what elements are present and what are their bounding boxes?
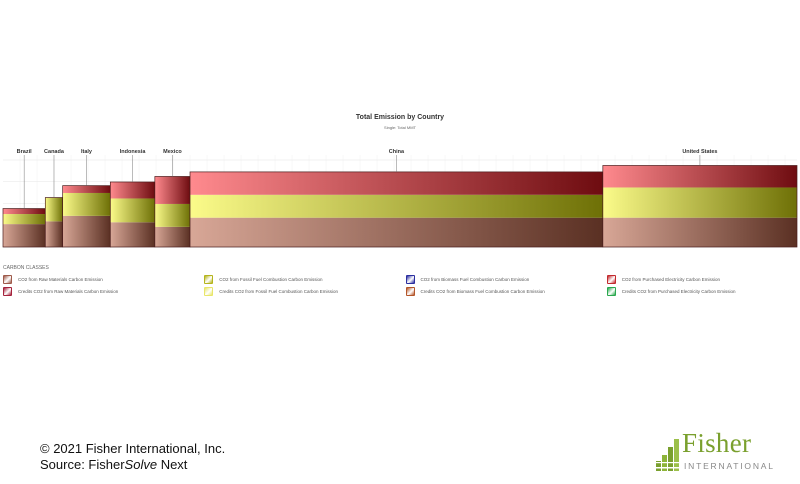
fisher-logo: Fisher INTERNATIONAL bbox=[654, 428, 773, 473]
legend-label: CO2 from Biomass Fuel Combustion Carbon … bbox=[420, 277, 530, 282]
bar-segment bbox=[62, 192, 111, 216]
bar-segment bbox=[45, 197, 63, 222]
legend-swatch bbox=[405, 275, 415, 284]
legend-grid: CO2 from Raw Materials Carbon Emission CO… bbox=[3, 275, 798, 296]
bar-segment bbox=[154, 176, 191, 204]
category-label: Indonesia bbox=[120, 149, 147, 155]
legend-label: Credits CO2 from Purchased Electricity C… bbox=[621, 289, 736, 294]
legend-label: CO2 from Raw Materials Carbon Emission bbox=[18, 277, 103, 282]
bar-segment bbox=[154, 203, 191, 227]
chart-bars bbox=[2, 165, 798, 248]
legend-label: CO2 from Purchased Electricity Carbon Em… bbox=[621, 277, 721, 282]
legend-swatch bbox=[3, 275, 12, 284]
logo-wordmark: Fisher bbox=[682, 428, 752, 458]
legend-swatch bbox=[405, 287, 415, 296]
category-label: China bbox=[389, 149, 405, 155]
logo-subtitle: INTERNATIONAL bbox=[684, 461, 775, 471]
legend-item: Credits CO2 from Raw Materials Carbon Em… bbox=[3, 287, 194, 296]
chart-subtitle: Single: Total MMT bbox=[384, 125, 416, 130]
legend-swatch bbox=[204, 287, 214, 296]
bar-segment bbox=[190, 217, 603, 247]
legend-item: CO2 from Purchased Electricity Carbon Em… bbox=[606, 275, 798, 284]
bar-segment bbox=[110, 198, 155, 223]
legend-swatch bbox=[204, 275, 214, 284]
legend-label: Credits CO2 from Raw Materials Carbon Em… bbox=[18, 289, 119, 294]
chart-title: Total Emission by Country bbox=[355, 114, 445, 121]
copyright-text: © 2021 Fisher International, Inc. bbox=[40, 441, 226, 456]
legend-title: CARBON CLASSES bbox=[3, 265, 49, 271]
category-label: United States bbox=[682, 149, 717, 155]
bar-segment bbox=[602, 187, 797, 218]
bar-segment bbox=[190, 194, 603, 218]
chart-category-labels: Brazil Canada Italy Indonesia Mexico China Uni… bbox=[17, 149, 717, 209]
logo-bars-icon bbox=[656, 439, 679, 471]
bar-segment bbox=[62, 185, 111, 193]
legend-item: Credits CO2 from Fossil Fuel Combustion … bbox=[204, 287, 395, 296]
source-text: Source: FisherSolve Next bbox=[40, 457, 188, 472]
legend-swatch bbox=[3, 287, 12, 296]
bar-segment bbox=[190, 171, 603, 195]
legend-item: CO2 from Fossil Fuel Combustion Carbon E… bbox=[204, 275, 395, 284]
bar-segment bbox=[154, 226, 191, 247]
category-label: Canada bbox=[44, 149, 65, 155]
bar-segment bbox=[45, 221, 63, 247]
category-label: Brazil bbox=[17, 149, 32, 155]
bar-segment bbox=[110, 222, 155, 247]
legend-item: Credits CO2 from Purchased Electricity C… bbox=[606, 287, 798, 296]
bar-segment bbox=[3, 224, 46, 247]
legend-item: CO2 from Biomass Fuel Combustion Carbon … bbox=[405, 275, 597, 284]
bar-segment bbox=[602, 165, 797, 188]
legend-item: Credits CO2 from Biomass Fuel Combustion… bbox=[405, 287, 597, 296]
legend: CARBON CLASSES CO2 from Raw Materials Ca… bbox=[3, 265, 798, 296]
bar-segment bbox=[602, 217, 797, 247]
legend-swatch bbox=[606, 287, 616, 296]
footer: © 2021 Fisher International, Inc. Source… bbox=[40, 441, 225, 473]
legend-item: CO2 from Raw Materials Carbon Emission bbox=[3, 275, 194, 284]
bar-segment bbox=[3, 214, 46, 225]
bar-segment bbox=[110, 181, 155, 199]
category-label: Italy bbox=[81, 149, 93, 155]
legend-label: CO2 from Fossil Fuel Combustion Carbon E… bbox=[219, 277, 323, 282]
legend-label: Credits CO2 from Biomass Fuel Combustion… bbox=[420, 289, 545, 294]
bar-segment bbox=[3, 208, 46, 215]
category-label: Mexico bbox=[163, 149, 182, 155]
bar-segment bbox=[62, 215, 111, 247]
legend-label: Credits CO2 from Fossil Fuel Combustion … bbox=[219, 289, 339, 294]
marimekko-chart: Brazil Canada Italy Indonesia Mexico China Uni… bbox=[2, 149, 798, 248]
legend-swatch bbox=[606, 275, 616, 284]
